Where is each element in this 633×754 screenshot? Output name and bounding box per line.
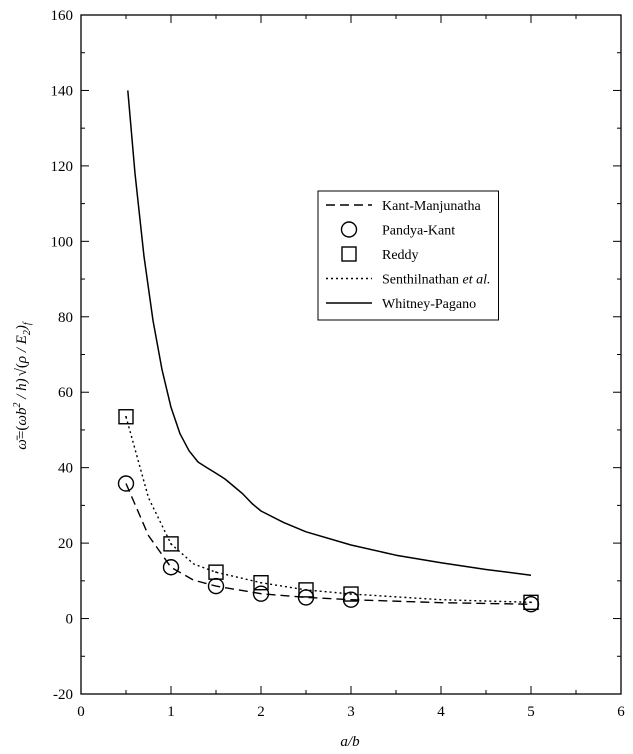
y-tick-label: 60 bbox=[58, 385, 73, 401]
svg-text:ω̄=(ωb2 / h)√(ρ / E2)f: ω̄=(ωb2 / h)√(ρ / E2)f bbox=[12, 321, 33, 450]
legend-box bbox=[317, 190, 499, 321]
legend-label: Kant-Manjunatha bbox=[382, 199, 482, 214]
y-tick-label: 140 bbox=[51, 83, 74, 99]
legend-label: Pandya-Kant bbox=[382, 224, 455, 239]
series-layer bbox=[117, 90, 540, 613]
y-axis-title: ω̄=(ωb2 / h)√(ρ / E2)f bbox=[12, 321, 33, 450]
legend-label: Whitney-Pagano bbox=[382, 297, 476, 312]
y-tick-label: -20 bbox=[53, 687, 73, 703]
x-tick-label: 3 bbox=[347, 704, 355, 720]
data-point-square bbox=[523, 594, 539, 611]
legend-item: Kant-Manjunatha bbox=[326, 199, 482, 214]
series-senthilnathan-et-al bbox=[125, 416, 532, 603]
data-point-square bbox=[253, 575, 269, 591]
x-tick-label: 0 bbox=[77, 704, 85, 720]
y-tick-labels: -20 0 20 40 60 80 100 120 140 160 bbox=[51, 8, 74, 703]
x-tick-label: 6 bbox=[617, 704, 625, 720]
legend-swatch-circle bbox=[340, 221, 358, 238]
x-tick-label: 1 bbox=[167, 704, 175, 720]
y-tick-label: 100 bbox=[51, 234, 74, 250]
series-whitney-pagano bbox=[127, 90, 532, 576]
series-pandya-kant bbox=[117, 475, 540, 613]
data-point-square bbox=[298, 582, 314, 598]
legend-item: Pandya-Kant bbox=[340, 221, 455, 239]
data-point-circle bbox=[162, 559, 180, 576]
x-tick-label: 4 bbox=[437, 704, 445, 720]
series-kant-manjunatha bbox=[125, 483, 532, 605]
data-point-circle bbox=[252, 585, 270, 602]
y-tick-label: 20 bbox=[58, 536, 73, 552]
legend-swatch-square bbox=[341, 246, 357, 262]
x-tick-label: 2 bbox=[257, 704, 265, 720]
y-tick-label: 80 bbox=[58, 310, 73, 326]
series-reddy bbox=[118, 409, 539, 611]
y-tick-label: 120 bbox=[51, 159, 74, 175]
data-point-square bbox=[118, 409, 134, 425]
legend: Kant-Manjunatha Pandya-Kant Reddy Senthilna… bbox=[317, 190, 499, 321]
data-point-square bbox=[208, 564, 224, 580]
legend-item: Whitney-Pagano bbox=[326, 297, 476, 312]
legend-item: Reddy bbox=[341, 246, 419, 263]
series-line bbox=[125, 416, 532, 603]
axis-ticks bbox=[80, 14, 622, 695]
legend-label: Reddy bbox=[382, 248, 419, 263]
legend-item: Senthilnathan et al. bbox=[326, 273, 491, 288]
series-line bbox=[127, 90, 532, 576]
data-point-square bbox=[343, 586, 359, 602]
y-tick-label: 40 bbox=[58, 461, 73, 477]
y-tick-label: 160 bbox=[51, 8, 74, 24]
data-point-circle bbox=[117, 475, 135, 492]
x-tick-labels: 0 1 2 3 4 5 6 bbox=[77, 704, 625, 720]
x-tick-label: 5 bbox=[527, 704, 535, 720]
y-tick-label: 0 bbox=[66, 612, 74, 628]
x-axis-title: a/b bbox=[340, 734, 360, 750]
data-point-square bbox=[163, 536, 179, 552]
series-line bbox=[125, 483, 532, 605]
legend-label: Senthilnathan et al. bbox=[382, 273, 491, 288]
